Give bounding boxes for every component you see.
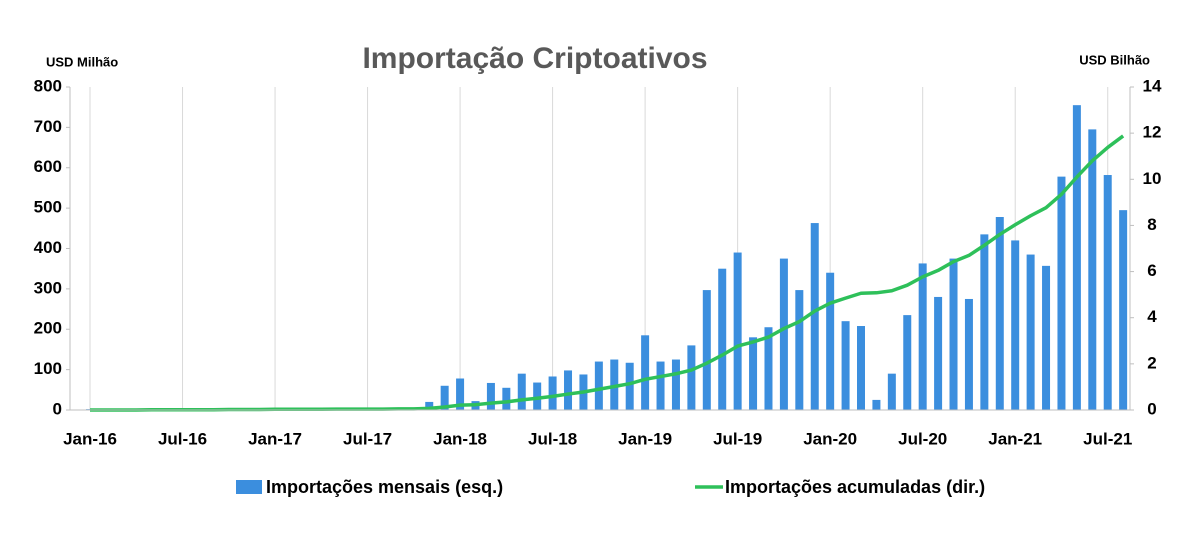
y2-tick-label: 12 [1143,123,1162,142]
bar [1072,105,1081,410]
y2-tick-label: 8 [1147,215,1156,234]
bar [594,361,603,410]
x-tick-label: Jul-20 [898,429,947,448]
bar [625,362,634,410]
y2-tick-label: 4 [1147,307,1157,326]
legend-label: Importações acumuladas (dir.) [725,477,985,497]
bar [641,335,650,410]
bar [764,327,773,410]
bar [887,373,896,410]
bar [687,345,696,410]
bar [1088,129,1097,411]
bar [857,326,865,410]
bar [656,361,665,410]
bar [949,258,958,410]
y2-axis-title: USD Bilhão [1079,52,1150,67]
bar [548,376,557,410]
x-tick-label: Jan-18 [433,429,487,448]
y2-tick-label: 10 [1143,169,1162,188]
y-tick-label: 600 [34,157,62,176]
y-tick-label: 100 [34,359,62,378]
x-tick-label: Jan-20 [803,429,857,448]
bar [425,401,434,410]
x-tick-label: Jul-21 [1083,429,1132,448]
bar [779,258,788,410]
y2-tick-label: 0 [1147,399,1156,418]
y2-tick-label: 2 [1147,353,1156,372]
x-tick-label: Jan-19 [618,429,672,448]
x-tick-label: Jul-19 [713,429,762,448]
bar [1026,254,1035,410]
y-tick-label: 0 [53,399,62,418]
y-tick-label: 800 [34,76,62,95]
x-tick-label: Jul-16 [158,429,207,448]
y-tick-label: 700 [34,117,62,136]
y-tick-label: 200 [34,319,62,338]
bar [810,223,819,410]
bar [502,387,511,410]
bar [456,378,465,410]
bar [980,234,989,410]
bar [1057,176,1066,410]
y-tick-label: 500 [34,198,62,217]
bar [440,385,449,410]
bar [995,217,1004,410]
y-tick-label: 300 [34,278,62,297]
bar [671,359,680,410]
legend-label: Importações mensais (esq.) [266,477,503,497]
bar [517,373,526,410]
bar [1119,210,1128,410]
bar [903,315,912,410]
bar [718,268,727,410]
bar [795,290,804,410]
x-tick-label: Jul-18 [528,429,577,448]
y-axis-title: USD Milhão [46,54,118,69]
y2-tick-label: 6 [1147,261,1156,280]
bar [486,382,495,410]
bar [841,321,850,410]
x-tick-label: Jul-17 [343,429,392,448]
bar [564,370,573,410]
x-tick-label: Jan-17 [248,429,302,448]
bar [918,263,927,410]
bar [826,272,835,410]
y2-tick-label: 14 [1143,76,1162,95]
x-tick-label: Jan-21 [988,429,1042,448]
bar [934,296,943,410]
legend: Importações mensais (esq.) Importações ac… [236,477,985,497]
bar [964,298,973,410]
bar [702,290,711,410]
legend-swatch [236,480,262,494]
x-tick-label: Jan-16 [63,429,117,448]
bar [1103,175,1112,410]
chart-title: Importação Criptoativos [362,42,707,75]
bar [749,337,758,410]
bar [1011,240,1020,410]
y-tick-label: 400 [34,238,62,257]
bar [533,382,542,410]
bar [733,252,742,410]
bar [1042,265,1051,410]
bar [872,399,881,410]
